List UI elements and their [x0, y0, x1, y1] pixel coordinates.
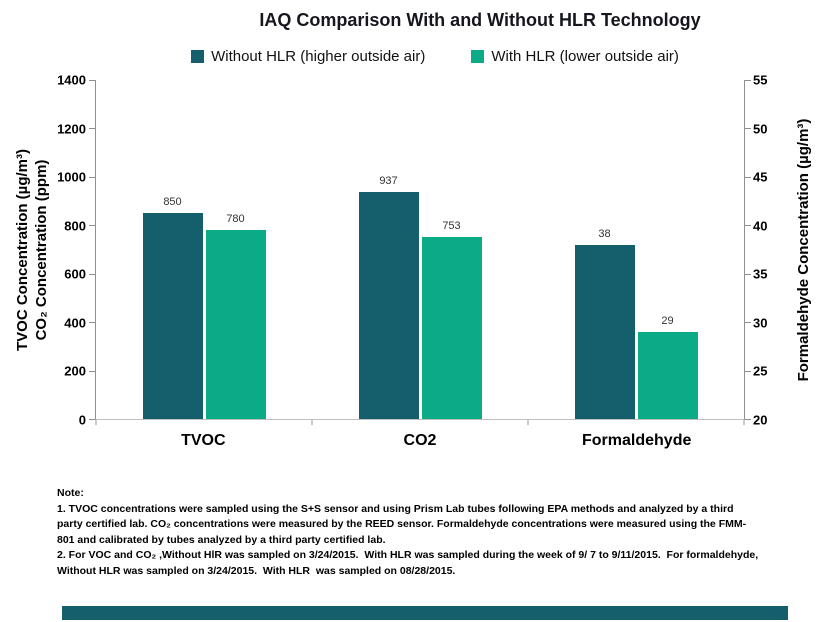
- x-tick-mark: [743, 420, 745, 425]
- bar-group-tvoc: 850 780: [96, 80, 312, 419]
- category-label: TVOC: [181, 432, 226, 449]
- right-tick-label: 40: [753, 218, 768, 234]
- right-axis-title: Formaldehyde Concentration (µg/m³): [795, 118, 812, 382]
- left-tick-label: 600: [64, 266, 86, 282]
- right-tick-mark: [745, 419, 751, 420]
- x-tick-mark: [527, 420, 529, 425]
- legend-label: With HLR (lower outside air): [491, 48, 679, 65]
- left-tick-label: 1400: [57, 72, 86, 88]
- note-heading: Note:: [57, 487, 84, 499]
- left-axis-ticks: 0 200 400 600 800 1000 1200 1400: [38, 73, 86, 428]
- bar: 850: [142, 196, 203, 419]
- bar: 38: [574, 228, 635, 419]
- left-tick-mark: [89, 80, 95, 81]
- note-paragraph-1: 1. TVOC concentrations were sampled usin…: [57, 502, 747, 546]
- category-label: Formaldehyde: [582, 432, 692, 449]
- right-tick-label: 20: [753, 412, 768, 428]
- right-tick-mark: [745, 176, 751, 178]
- footer-accent-bar: [62, 606, 788, 620]
- left-tick-mark: [89, 322, 95, 324]
- right-tick-mark: [745, 322, 751, 324]
- right-tick-label: 35: [753, 266, 768, 282]
- bar-value-label: 29: [661, 314, 674, 327]
- bar-value-label: 850: [163, 196, 182, 209]
- left-tick-label: 1000: [57, 169, 86, 185]
- right-tick-mark: [745, 128, 751, 130]
- left-tick-mark: [89, 225, 95, 227]
- x-tick-mark: [95, 420, 97, 425]
- right-tick-label: 25: [753, 363, 768, 379]
- legend: Without HLR (higher outside air) With HL…: [70, 48, 800, 65]
- bar-value-label: 38: [598, 227, 611, 240]
- note-paragraph-2: 2. For VOC and CO₂ ,Without HlR was samp…: [57, 549, 762, 577]
- legend-item-without-hlr: Without HLR (higher outside air): [191, 48, 425, 65]
- left-tick-label: 1200: [57, 121, 86, 137]
- legend-swatch: [191, 50, 205, 63]
- left-tick-mark: [89, 419, 95, 420]
- x-tick-mark: [311, 420, 313, 425]
- right-tick-mark: [745, 370, 751, 372]
- legend-swatch: [471, 50, 485, 63]
- legend-item-with-hlr: With HLR (lower outside air): [471, 48, 679, 65]
- note: Note: 1. TVOC concentrations were sample…: [57, 486, 759, 579]
- right-axis-ticks: 20 25 30 35 40 45 50 55: [753, 73, 801, 428]
- right-tick-mark: [745, 225, 751, 227]
- right-tick-label: 30: [753, 315, 768, 331]
- bar-value-label: 753: [442, 219, 461, 232]
- left-axis-title-line1: TVOC Concentration (µg/m³): [14, 149, 31, 351]
- bar-group-co2: 937 753: [312, 80, 528, 419]
- left-tick-label: 800: [64, 218, 86, 234]
- left-tick-mark: [89, 176, 95, 178]
- right-tick-label: 50: [753, 121, 768, 137]
- bar: 937: [358, 175, 419, 419]
- right-tick-label: 55: [753, 72, 768, 88]
- left-tick-label: 0: [78, 412, 86, 428]
- bar: 753: [421, 220, 482, 419]
- bars-row: 850 780 937 753 38 29: [96, 80, 744, 419]
- right-tick-mark: [745, 273, 751, 275]
- bar-group-formaldehyde: 38 29: [528, 80, 744, 419]
- left-tick-mark: [89, 273, 95, 275]
- bar-value-label: 937: [379, 175, 398, 188]
- left-tick-mark: [89, 128, 95, 130]
- legend-label: Without HLR (higher outside air): [211, 48, 426, 65]
- left-tick-label: 400: [64, 315, 86, 331]
- left-tick-label: 200: [64, 363, 86, 379]
- bar: 780: [205, 213, 266, 419]
- chart-title: IAQ Comparison With and Without HLR Tech…: [259, 10, 701, 30]
- right-tick-mark: [745, 80, 751, 81]
- plot-area: 850 780 937 753 38 29: [89, 80, 751, 425]
- x-axis-labels: TVOC CO2 Formaldehyde: [95, 432, 745, 450]
- bar-value-label: 780: [226, 213, 245, 226]
- category-label: CO2: [403, 432, 437, 449]
- right-tick-label: 45: [753, 169, 768, 185]
- left-tick-mark: [89, 370, 95, 372]
- bar: 29: [637, 315, 698, 419]
